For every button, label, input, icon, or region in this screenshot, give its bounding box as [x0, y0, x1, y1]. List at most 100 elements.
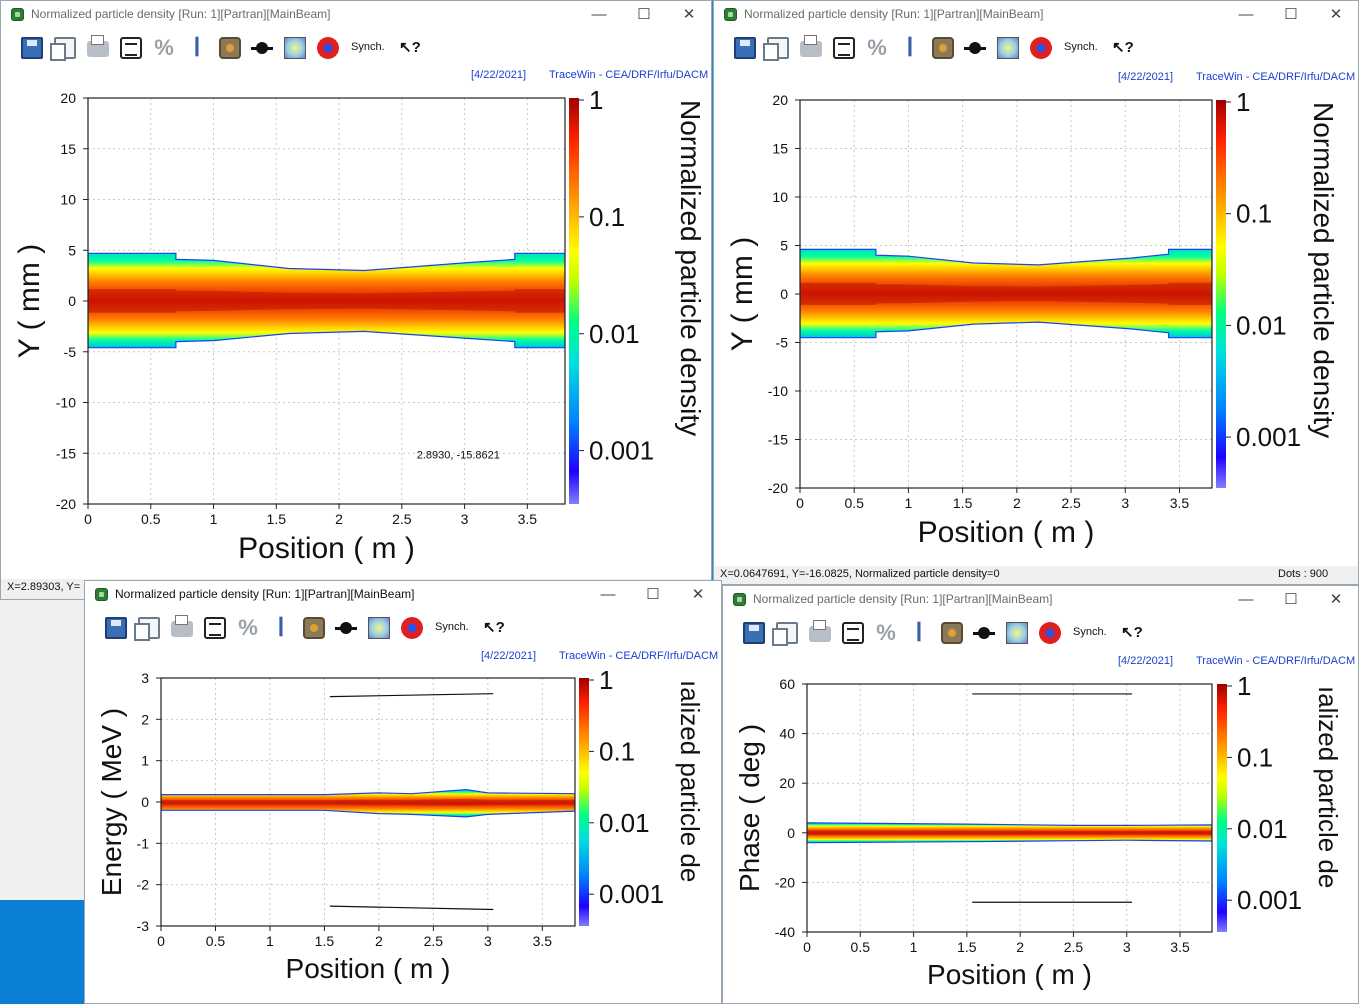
- colorbar-tick-label: 0.001: [1237, 885, 1302, 915]
- y-axis-label: Y ( mm ): [726, 237, 759, 351]
- save-icon[interactable]: [734, 37, 756, 59]
- save-icon[interactable]: [743, 622, 765, 644]
- density-icon[interactable]: [1006, 622, 1028, 644]
- scale-icon[interactable]: ┃: [276, 619, 286, 636]
- copy-icon[interactable]: [134, 617, 160, 641]
- print-icon[interactable]: [87, 35, 109, 57]
- print-icon[interactable]: [809, 620, 831, 642]
- toolbar: % ┃ Synch. ↖?: [85, 609, 721, 647]
- density-icon[interactable]: [284, 37, 306, 59]
- synch-label[interactable]: Synch.: [435, 621, 469, 633]
- colorbar-label: ıalized particle de: [1313, 686, 1343, 888]
- element-icon[interactable]: [973, 624, 995, 646]
- x-tick-label: 3.5: [1170, 495, 1190, 511]
- title-bar[interactable]: Normalized particle density [Run: 1][Par…: [714, 1, 1358, 29]
- status-dots: Dots : 900: [1278, 568, 1329, 580]
- close-button[interactable]: ✕: [1329, 591, 1343, 608]
- percent-icon[interactable]: %: [238, 615, 258, 640]
- y-tick-label: -10: [768, 383, 788, 399]
- text-report-icon[interactable]: [120, 37, 142, 59]
- minimize-button[interactable]: —: [591, 6, 607, 23]
- target-icon[interactable]: [1039, 622, 1061, 644]
- y-tick-label: -20: [56, 496, 76, 512]
- density-icon[interactable]: [368, 617, 390, 639]
- scale-icon[interactable]: ┃: [905, 39, 915, 56]
- density-window-phase[interactable]: Normalized particle density [Run: 1][Par…: [722, 585, 1359, 1004]
- y-tick-label: 0: [780, 286, 788, 302]
- percent-icon[interactable]: %: [154, 35, 174, 60]
- title-bar[interactable]: Normalized particle density [Run: 1][Par…: [723, 586, 1358, 614]
- synch-label[interactable]: Synch.: [1073, 626, 1107, 638]
- help-cursor-icon[interactable]: ↖?: [1121, 624, 1143, 641]
- settings-icon[interactable]: [932, 37, 954, 59]
- x-tick-label: 0.5: [851, 939, 871, 955]
- y-axis-label: Phase ( deg ): [734, 724, 765, 892]
- element-icon[interactable]: [251, 39, 273, 61]
- beam-core: [161, 798, 575, 806]
- cursor-readout: 2.8930, -15.8621: [417, 449, 500, 461]
- close-button[interactable]: ✕: [691, 586, 705, 603]
- target-icon[interactable]: [317, 37, 339, 59]
- y-tick-label: 40: [779, 726, 795, 742]
- settings-icon[interactable]: [941, 622, 963, 644]
- maximize-button[interactable]: ☐: [1284, 591, 1298, 608]
- synch-label[interactable]: Synch.: [351, 41, 385, 53]
- title-bar[interactable]: Normalized particle density [Run: 1][Par…: [1, 1, 711, 29]
- date-label: [4/22/2021]: [471, 69, 527, 81]
- title-bar[interactable]: Normalized particle density [Run: 1][Par…: [85, 581, 721, 609]
- save-icon[interactable]: [105, 617, 127, 639]
- density-plot[interactable]: 0 0.5 1 1.5 2 2.5 3 3.5 3 2 1 0 -1 -2 -3 Position ( m )…: [85, 665, 722, 1004]
- print-icon[interactable]: [800, 35, 822, 57]
- text-report-icon[interactable]: [833, 37, 855, 59]
- copy-icon[interactable]: [763, 37, 789, 61]
- x-tick-label: 3: [484, 933, 492, 949]
- y-tick-label: 20: [60, 90, 76, 106]
- target-icon[interactable]: [1030, 37, 1052, 59]
- colorbar-tick-label: 0.01: [1237, 814, 1288, 844]
- colorbar-tick-label: 1: [1237, 671, 1251, 701]
- help-cursor-icon[interactable]: ↖?: [1112, 39, 1134, 56]
- toolbar: % ┃ Synch. ↖?: [723, 614, 1358, 652]
- minimize-button[interactable]: —: [1238, 6, 1254, 23]
- minimize-button[interactable]: —: [1238, 591, 1254, 608]
- density-plot[interactable]: 0 0.5 1 1.5 2 2.5 3 3.5 60 40 20 0 -20 -40 Position ( …: [723, 670, 1359, 1004]
- density-window-energy[interactable]: Normalized particle density [Run: 1][Par…: [84, 580, 722, 1004]
- toolbar: % ┃ Synch. ↖?: [714, 29, 1358, 67]
- x-tick-label: 1.5: [957, 939, 977, 955]
- scale-icon[interactable]: ┃: [192, 39, 202, 56]
- copy-icon[interactable]: [772, 622, 798, 646]
- help-cursor-icon[interactable]: ↖?: [399, 39, 421, 56]
- maximize-button[interactable]: ☐: [646, 586, 660, 603]
- maximize-button[interactable]: ☐: [1284, 6, 1298, 23]
- settings-icon[interactable]: [303, 617, 325, 639]
- settings-icon[interactable]: [219, 37, 241, 59]
- minimize-button[interactable]: —: [600, 586, 616, 603]
- density-plot[interactable]: 0 0.5 1 1.5 2 2.5 3 3.5 20 15 10 5 0 -5 -10 -15 -20 Posit…: [714, 85, 1359, 565]
- element-icon[interactable]: [964, 39, 986, 61]
- plot-area[interactable]: [807, 684, 1212, 932]
- density-window-y-top-right[interactable]: Normalized particle density [Run: 1][Par…: [713, 0, 1359, 585]
- save-icon[interactable]: [21, 37, 43, 59]
- close-button[interactable]: ✕: [1329, 6, 1343, 23]
- percent-icon[interactable]: %: [876, 620, 896, 645]
- text-report-icon[interactable]: [842, 622, 864, 644]
- close-button[interactable]: ✕: [682, 6, 696, 23]
- synch-label[interactable]: Synch.: [1064, 41, 1098, 53]
- x-tick-label: 3.5: [1170, 939, 1190, 955]
- help-cursor-icon[interactable]: ↖?: [483, 619, 505, 636]
- density-plot[interactable]: 0 0.5 1 1.5 2 2.5 3 3.5 20 15 10 5 0 -5 -10 -15 -20 Posit…: [1, 83, 712, 583]
- density-icon[interactable]: [997, 37, 1019, 59]
- copy-icon[interactable]: [50, 37, 76, 61]
- x-tick-label: 0: [84, 511, 92, 527]
- maximize-button[interactable]: ☐: [637, 6, 651, 23]
- window-title: Normalized particle density [Run: 1][Par…: [31, 7, 331, 21]
- density-window-y-top-left[interactable]: Normalized particle density [Run: 1][Par…: [0, 0, 712, 600]
- text-report-icon[interactable]: [204, 617, 226, 639]
- scale-icon[interactable]: ┃: [914, 624, 924, 641]
- element-icon[interactable]: [335, 619, 357, 641]
- print-icon[interactable]: [171, 615, 193, 637]
- percent-icon[interactable]: %: [867, 35, 887, 60]
- target-icon[interactable]: [401, 617, 423, 639]
- x-tick-label: 1: [905, 495, 913, 511]
- x-tick-label: 0: [157, 933, 165, 949]
